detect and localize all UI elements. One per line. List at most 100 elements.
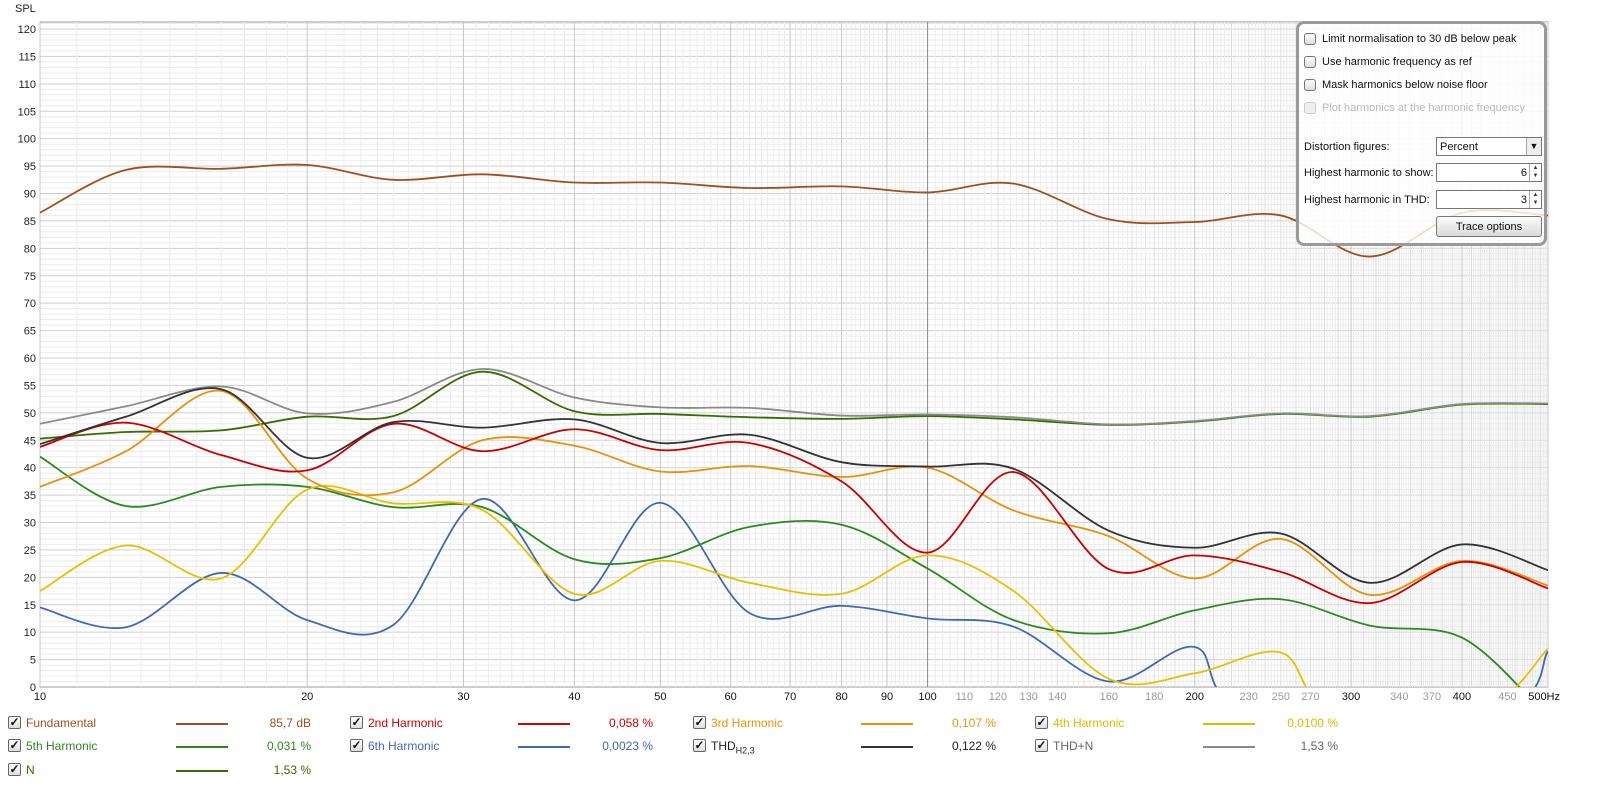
y-tick-label: 110 bbox=[18, 79, 36, 91]
legend-label: 3rd Harmonic bbox=[711, 716, 784, 730]
legend-swatch bbox=[1203, 723, 1255, 725]
legend-checkbox[interactable]: ✓ bbox=[1035, 738, 1048, 752]
series-line-3rd-harmonic bbox=[40, 389, 1548, 596]
series-line-thd-n bbox=[40, 368, 1548, 426]
legend-item: ✓ 4th Harmonic 0,0100 % bbox=[1035, 716, 1345, 732]
y-tick-label: 120 bbox=[18, 24, 36, 36]
legend-label: 2nd Harmonic bbox=[368, 716, 443, 730]
legend-swatch bbox=[176, 746, 228, 748]
legend-checkbox[interactable]: ✓ bbox=[1035, 715, 1048, 729]
y-tick-label: 40 bbox=[24, 463, 36, 475]
series-line-2nd-harmonic bbox=[40, 421, 1548, 605]
x-tick-label: 340 bbox=[1390, 691, 1408, 703]
checkbox-box[interactable] bbox=[1304, 79, 1316, 91]
x-tick-label: 60 bbox=[725, 691, 737, 703]
limit-normalisation-checkbox[interactable]: Limit normalisation to 30 dB below peak bbox=[1304, 33, 1516, 45]
x-tick-label: 500Hz bbox=[1528, 691, 1560, 703]
x-tick-label: 50 bbox=[654, 691, 666, 703]
x-tick-label: 400 bbox=[1453, 691, 1471, 703]
legend-item: ✓ THDH2,3 0,122 % bbox=[693, 739, 1003, 755]
y-axis-label: SPL bbox=[15, 3, 36, 15]
y-tick-label: 90 bbox=[24, 189, 36, 201]
highest-harmonic-show-spinner[interactable]: 6 ▲ ▼ bbox=[1436, 163, 1542, 182]
legend-value: 0,122 % bbox=[951, 739, 996, 753]
y-tick-label: 70 bbox=[24, 298, 36, 310]
x-tick-label: 250 bbox=[1272, 691, 1290, 703]
legend-checkbox[interactable]: ✓ bbox=[350, 715, 363, 729]
legend-checkbox[interactable]: ✓ bbox=[693, 738, 706, 752]
legend-label: 6th Harmonic bbox=[368, 739, 440, 753]
legend-swatch bbox=[1203, 746, 1255, 748]
x-tick-label: 120 bbox=[989, 691, 1007, 703]
legend-checkbox[interactable]: ✓ bbox=[8, 715, 21, 729]
legend-label: 5th Harmonic bbox=[26, 739, 98, 753]
x-tick-label: 270 bbox=[1301, 691, 1319, 703]
legend-swatch bbox=[176, 723, 228, 725]
legend-label: THDH2,3 bbox=[711, 739, 755, 756]
legend-value: 1,53 % bbox=[1300, 739, 1338, 753]
x-tick-label: 130 bbox=[1020, 691, 1038, 703]
highest-harmonic-show-row: Highest harmonic to show: 6 ▲ ▼ bbox=[1304, 163, 1542, 183]
legend-checkbox[interactable]: ✓ bbox=[350, 738, 363, 752]
legend-value: 1,53 % bbox=[273, 763, 311, 777]
x-tick-label: 450 bbox=[1498, 691, 1516, 703]
mask-harmonics-checkbox[interactable]: Mask harmonics below noise floor bbox=[1304, 79, 1488, 91]
y-tick-label: 15 bbox=[24, 600, 36, 612]
x-tick-label: 200 bbox=[1186, 691, 1204, 703]
y-tick-label: 115 bbox=[18, 51, 36, 63]
checkbox-box bbox=[1304, 102, 1316, 114]
y-tick-label: 35 bbox=[24, 490, 36, 502]
highest-harmonic-thd-spinner[interactable]: 3 ▲ ▼ bbox=[1436, 190, 1542, 209]
use-harmonic-ref-checkbox[interactable]: Use harmonic frequency as ref bbox=[1304, 56, 1472, 68]
legend-item: ✓ Fundamental 85,7 dB bbox=[8, 716, 318, 732]
legend-checkbox[interactable]: ✓ bbox=[8, 762, 21, 776]
legend-swatch bbox=[861, 723, 913, 725]
legend-value: 0,058 % bbox=[608, 716, 653, 730]
checkbox-box[interactable] bbox=[1304, 56, 1316, 68]
x-tick-label: 80 bbox=[835, 691, 847, 703]
y-tick-label: 85 bbox=[24, 216, 36, 228]
legend-item: ✓ THD+N 1,53 % bbox=[1035, 739, 1345, 755]
legend-value: 0,107 % bbox=[951, 716, 996, 730]
legend-value: 0,031 % bbox=[266, 739, 311, 753]
y-tick-label: 65 bbox=[24, 326, 36, 338]
distortion-figures-row: Distortion figures: Percent ▼ bbox=[1304, 137, 1542, 157]
series-line-4th-harmonic bbox=[40, 484, 1548, 687]
x-tick-label: 10 bbox=[34, 691, 46, 703]
trace-options-button[interactable]: Trace options bbox=[1436, 216, 1542, 237]
legend-checkbox[interactable]: ✓ bbox=[8, 738, 21, 752]
x-tick-label: 70 bbox=[784, 691, 796, 703]
y-tick-label: 80 bbox=[24, 243, 36, 255]
y-tick-label: 105 bbox=[18, 106, 36, 118]
dropdown-arrow-icon[interactable]: ▼ bbox=[1526, 138, 1541, 155]
x-tick-label: 160 bbox=[1100, 691, 1118, 703]
legend-swatch bbox=[518, 723, 570, 725]
legend-value: 0,0100 % bbox=[1287, 716, 1338, 730]
y-tick-label: 60 bbox=[24, 353, 36, 365]
legend-item: ✓ 3rd Harmonic 0,107 % bbox=[693, 716, 1003, 732]
x-tick-label: 20 bbox=[301, 691, 313, 703]
x-tick-label: 230 bbox=[1239, 691, 1257, 703]
x-tick-label: 90 bbox=[881, 691, 893, 703]
legend-value: 85,7 dB bbox=[269, 716, 311, 730]
y-tick-label: 20 bbox=[24, 572, 36, 584]
x-tick-label: 140 bbox=[1048, 691, 1066, 703]
legend-item: ✓ 6th Harmonic 0,0023 % bbox=[350, 739, 660, 755]
y-tick-label: 100 bbox=[18, 134, 36, 146]
highest-harmonic-thd-row: Highest harmonic in THD: 3 ▲ ▼ bbox=[1304, 190, 1542, 210]
legend-item: ✓ 5th Harmonic 0,031 % bbox=[8, 739, 318, 755]
y-tick-label: 0 bbox=[30, 682, 36, 694]
spinner-arrows-icon[interactable]: ▲ ▼ bbox=[1529, 164, 1541, 181]
y-tick-label: 55 bbox=[24, 380, 36, 392]
legend-checkbox[interactable]: ✓ bbox=[693, 715, 706, 729]
checkbox-box[interactable] bbox=[1304, 33, 1316, 45]
spinner-arrows-icon[interactable]: ▲ ▼ bbox=[1529, 191, 1541, 208]
y-tick-label: 25 bbox=[24, 545, 36, 557]
series-line-thd-h2-3 bbox=[40, 387, 1548, 584]
legend-label: N bbox=[26, 763, 35, 777]
y-tick-label: 50 bbox=[24, 408, 36, 420]
x-tick-label: 300 bbox=[1342, 691, 1360, 703]
x-tick-label: 100 bbox=[918, 691, 936, 703]
distortion-figures-select[interactable]: Percent ▼ bbox=[1436, 137, 1542, 156]
legend-item: ✓ N 1,53 % bbox=[8, 763, 318, 779]
